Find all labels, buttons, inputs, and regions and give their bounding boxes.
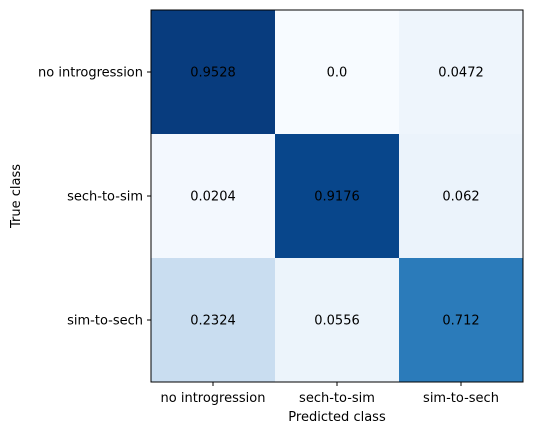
heatmap-cell-r1-c0 (151, 134, 276, 259)
heatmap-cell-r2-c1 (275, 258, 400, 383)
heatmap-cell-r0-c0 (151, 10, 276, 135)
heatmap-cell-r2-c2 (399, 258, 524, 383)
cell-value-label-r0-c2: 0.0472 (438, 66, 484, 81)
heatmap-cells (151, 10, 524, 383)
heatmap-cell-r0-c2 (399, 10, 524, 135)
cell-value-label-r1-c2: 0.062 (442, 190, 479, 205)
x-tick-label-0: no introgression (161, 391, 266, 406)
y-tick-label-2: sim-to-sech (67, 314, 143, 329)
cell-value-label-r0-c0: 0.9528 (190, 66, 236, 81)
y-axis-label: True class (9, 164, 24, 229)
heatmap-cell-r1-c1 (275, 134, 400, 259)
x-axis-label: Predicted class (288, 410, 386, 425)
y-axis-ticks: no introgression sech-to-sim sim-to-sech (38, 66, 151, 329)
x-tick-label-1: sech-to-sim (299, 391, 375, 406)
cell-value-label-r1-c1: 0.9176 (314, 190, 360, 205)
y-tick-label-0: no introgression (38, 66, 143, 81)
cell-value-label-r2-c2: 0.712 (442, 314, 479, 329)
y-tick-label-1: sech-to-sim (67, 190, 143, 205)
heatmap-cell-r2-c0 (151, 258, 276, 383)
cell-value-label-r1-c0: 0.0204 (190, 190, 236, 205)
heatmap-cell-r0-c1 (275, 10, 400, 135)
x-axis-ticks: no introgression sech-to-sim sim-to-sech (161, 382, 499, 406)
x-tick-label-2: sim-to-sech (423, 391, 499, 406)
heatmap-cell-r1-c2 (399, 134, 524, 259)
cell-value-label-r0-c1: 0.0 (327, 66, 348, 81)
cell-value-label-r2-c1: 0.0556 (314, 314, 360, 329)
cell-value-label-r2-c0: 0.2324 (190, 314, 236, 329)
cell-value-labels: 0.9528 0.0 0.0472 0.0204 0.9176 0.062 0.2324 0.… (190, 66, 484, 329)
